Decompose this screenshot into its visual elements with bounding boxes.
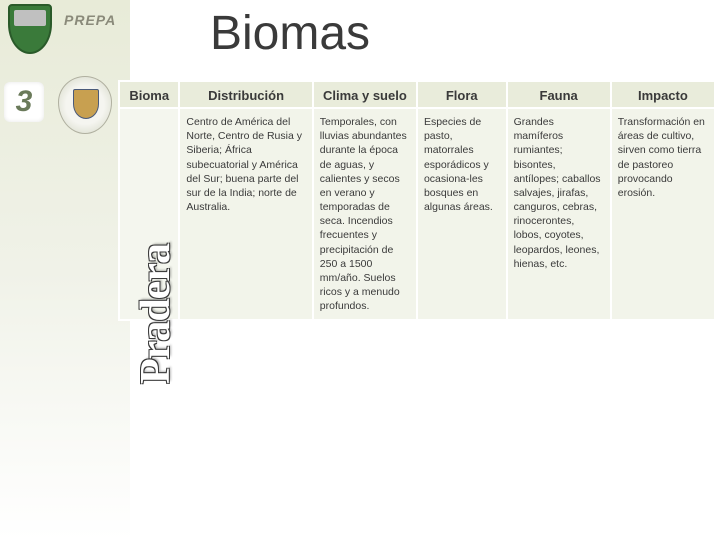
table-header-row: Bioma Distribución Clima y suelo Flora F… <box>119 81 715 108</box>
col-header-fauna: Fauna <box>507 81 611 108</box>
col-header-bioma: Bioma <box>119 81 179 108</box>
cell-impacto: Transformación en áreas de cultivo, sirv… <box>611 108 715 320</box>
cell-clima: Temporales, con lluvias abundantes duran… <box>313 108 417 320</box>
col-header-impacto: Impacto <box>611 81 715 108</box>
prepa-label: PREPA <box>64 12 116 28</box>
biomas-table: Bioma Distribución Clima y suelo Flora F… <box>118 80 716 321</box>
cell-fauna: Grandes mamíferos rumiantes; bisontes, a… <box>507 108 611 320</box>
level-badge: 3 <box>4 82 44 122</box>
left-sidebar-bg <box>0 0 130 540</box>
cell-flora: Especies de pasto, matorrales esporádico… <box>417 108 507 320</box>
col-header-clima: Clima y suelo <box>313 81 417 108</box>
bioma-vertical-label: Pradera <box>132 244 180 384</box>
cell-distribucion: Centro de América del Norte, Centro de R… <box>179 108 312 320</box>
table-row: Centro de América del Norte, Centro de R… <box>119 108 715 320</box>
col-header-flora: Flora <box>417 81 507 108</box>
page-title: Biomas <box>210 6 370 61</box>
col-header-distribucion: Distribución <box>179 81 312 108</box>
